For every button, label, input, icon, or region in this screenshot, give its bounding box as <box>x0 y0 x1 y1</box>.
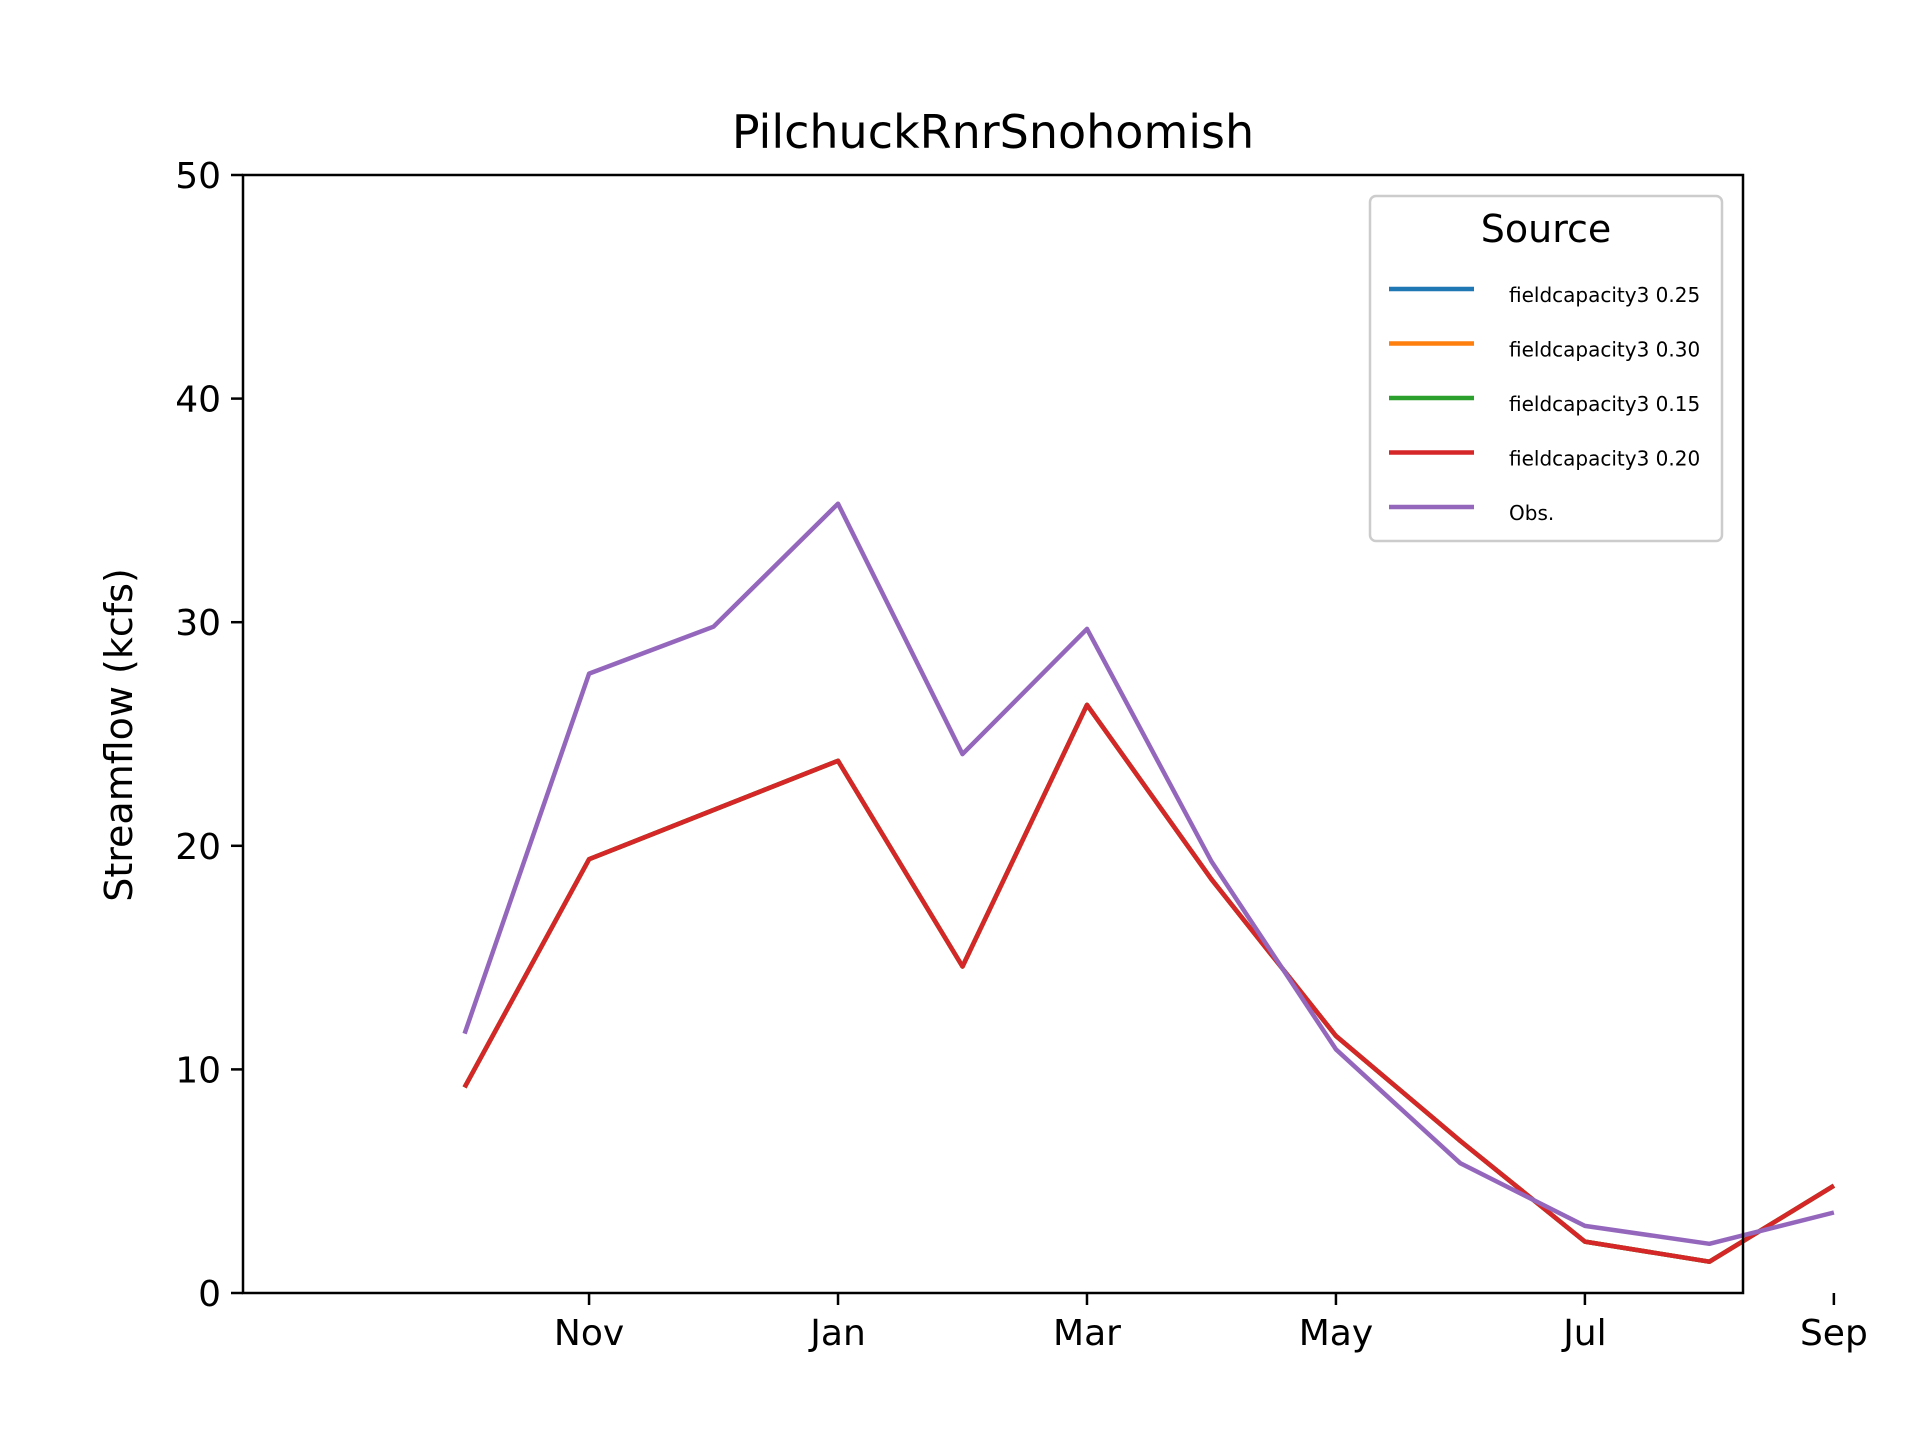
legend-entries: fieldcapacity3 0.25 fieldcapacity3 0.30 fi… <box>1389 283 1700 525</box>
y-tick-label: 0 <box>198 1274 221 1315</box>
x-tick-label: Mar <box>1053 1313 1121 1354</box>
y-tick-label: 50 <box>175 156 221 197</box>
legend-label: fieldcapacity3 0.15 <box>1509 392 1700 416</box>
legend-label: fieldcapacity3 0.25 <box>1509 283 1700 307</box>
legend-label: fieldcapacity3 0.20 <box>1509 447 1700 471</box>
y-tick-label: 20 <box>175 827 221 868</box>
x-tick-label: Sep <box>1800 1313 1868 1354</box>
y-axis-title: Streamflow (kcfs) <box>97 568 141 902</box>
y-axis: 0 10 20 30 40 50 <box>175 156 243 1315</box>
x-tick-label: May <box>1299 1313 1373 1354</box>
y-tick-label: 40 <box>175 380 221 421</box>
plot-frame <box>241 173 1745 1295</box>
legend-label: fieldcapacity3 0.30 <box>1509 338 1700 362</box>
series-line-3 <box>462 702 1836 1264</box>
series-line-4 <box>462 501 1835 1247</box>
x-tick-label: Jan <box>808 1313 866 1354</box>
y-tick-label: 30 <box>175 603 221 644</box>
x-tick-label: Jul <box>1561 1313 1606 1354</box>
legend: Source fieldcapacity3 0.25fieldcapacity3… <box>1368 194 1724 543</box>
legend-title: Source <box>1481 207 1612 251</box>
x-axis: Nov Jan Mar May Jul Sep <box>554 1293 1868 1354</box>
chart-title: PilchuckRnrSnohomish <box>732 105 1254 159</box>
legend-label: Obs. <box>1509 501 1554 525</box>
y-tick-label: 10 <box>175 1050 221 1091</box>
series-layer <box>462 501 1836 1264</box>
x-tick-label: Nov <box>554 1313 624 1354</box>
